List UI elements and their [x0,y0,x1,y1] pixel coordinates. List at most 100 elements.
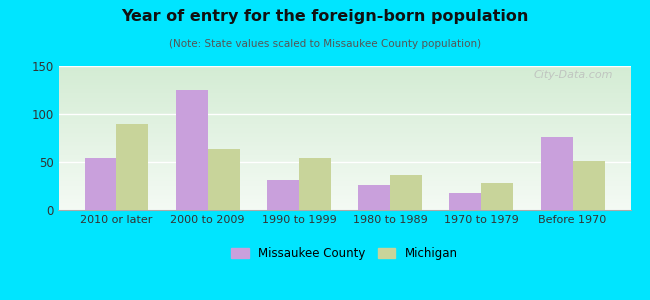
Bar [58,75,630,76]
Bar [58,129,630,130]
Bar [58,120,630,121]
Bar [58,178,630,179]
Bar [207,148,240,210]
Bar [58,96,630,97]
Bar [58,85,630,86]
Bar [58,109,630,110]
Bar [58,208,630,209]
Bar [58,176,630,177]
Bar [58,97,630,98]
Bar [58,156,630,157]
Bar [58,98,630,99]
Bar [58,133,630,134]
Bar [84,158,116,210]
Bar [58,79,630,80]
Bar [58,105,630,106]
Bar [58,148,630,149]
Bar [58,104,630,105]
Bar [58,157,630,158]
Bar [58,130,630,131]
Bar [58,117,630,118]
Bar [116,124,148,210]
Bar [58,78,630,79]
Bar [58,138,630,139]
Text: Year of entry for the foreign-born population: Year of entry for the foreign-born popul… [122,9,528,24]
Bar [449,193,482,210]
Bar [58,74,630,75]
Bar [176,90,207,210]
Bar [58,81,630,82]
Bar [58,77,630,78]
Bar [58,124,630,125]
Bar [58,111,630,112]
Bar [58,144,630,145]
Bar [58,151,630,152]
Bar [58,118,630,119]
Bar [58,200,630,201]
Bar [58,147,630,148]
Bar [58,159,630,160]
Bar [58,186,630,187]
Bar [58,67,630,68]
Bar [58,206,630,207]
Bar [58,84,630,85]
Bar [58,175,630,176]
Bar [58,160,630,161]
Bar [299,158,331,210]
Bar [58,101,630,102]
Bar [58,150,630,151]
Bar [358,185,390,210]
Bar [58,171,630,172]
Bar [58,162,630,163]
Bar [58,180,630,181]
Bar [58,191,630,192]
Bar [58,205,630,206]
Bar [58,170,630,171]
Bar [58,167,630,168]
Bar [58,139,630,140]
Bar [58,149,630,150]
Bar [58,125,630,126]
Bar [58,194,630,195]
Bar [58,143,630,144]
Bar [58,173,630,174]
Bar [58,142,630,143]
Bar [58,131,630,132]
Bar [58,99,630,100]
Bar [58,145,630,146]
Text: City-Data.com: City-Data.com [534,70,614,80]
Bar [58,135,630,136]
Bar [58,89,630,90]
Bar [58,72,630,73]
Bar [58,128,630,129]
Bar [58,132,630,133]
Bar [58,179,630,180]
Bar [58,103,630,104]
Bar [58,110,630,111]
Bar [58,115,630,116]
Bar [58,183,630,184]
Bar [58,163,630,164]
Bar [58,207,630,208]
Bar [58,100,630,101]
Bar [58,76,630,77]
Bar [58,95,630,96]
Bar [58,185,630,186]
Bar [58,91,630,92]
Bar [58,193,630,194]
Bar [58,201,630,202]
Bar [58,92,630,93]
Bar [58,154,630,155]
Bar [58,161,630,162]
Bar [58,86,630,87]
Bar [58,87,630,88]
Bar [58,113,630,114]
Legend: Missaukee County, Michigan: Missaukee County, Michigan [227,242,462,265]
Bar [58,119,630,120]
Text: (Note: State values scaled to Missaukee County population): (Note: State values scaled to Missaukee … [169,39,481,49]
Bar [58,136,630,137]
Bar [58,174,630,175]
Bar [58,126,630,127]
Bar [58,71,630,72]
Bar [58,197,630,198]
